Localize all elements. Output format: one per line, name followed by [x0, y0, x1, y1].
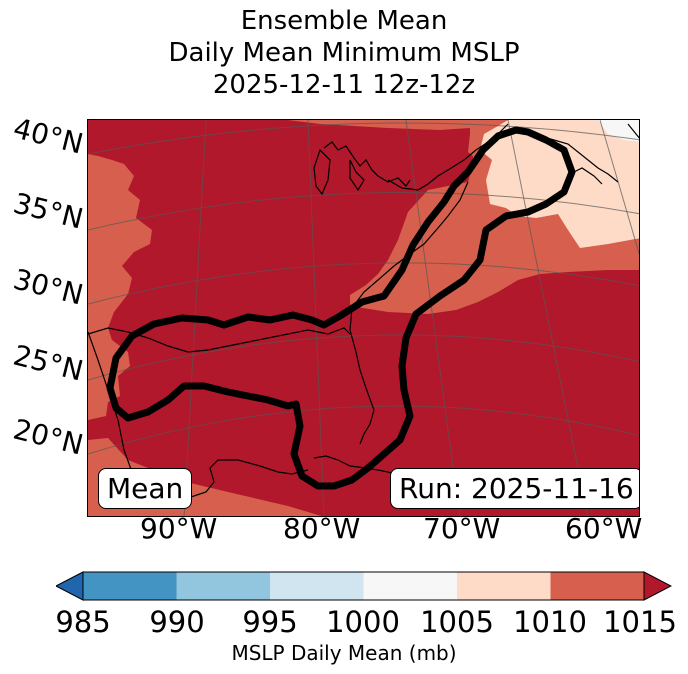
mean-label: Mean [98, 468, 193, 509]
lon-label-90w: 90°W [140, 512, 218, 545]
colorbar-tick-995: 995 [242, 605, 298, 639]
map-svg [88, 120, 639, 516]
title-line-1: Ensemble Mean [240, 6, 448, 36]
lon-label-80w: 80°W [283, 512, 361, 545]
colorbar-extend-high [643, 571, 672, 601]
colorbar-bin-985-990 [83, 572, 177, 600]
contour-line [106, 126, 576, 490]
colorbar-tick-1000: 1000 [326, 605, 400, 639]
graticule [88, 120, 639, 516]
colorbar-bin-1010-1015 [550, 572, 644, 600]
colorbar-bin-995-1000 [270, 572, 364, 600]
colorbar [56, 571, 672, 601]
title-line-2: Daily Mean Minimum MSLP [168, 38, 520, 68]
colorbar-tick-1015: 1015 [603, 605, 677, 639]
colorbar-outline [82, 571, 645, 601]
colorbar-tick-990: 990 [149, 605, 205, 639]
run-date-label: Run: 2025-11-16 [390, 468, 639, 509]
field-1015-core [88, 120, 639, 516]
lat-label-20n: 20°N [10, 412, 87, 462]
colorbar-tick-985: 985 [55, 605, 111, 639]
colorbar-tick-1005: 1005 [420, 605, 494, 639]
lat-label-35n: 35°N [10, 186, 87, 236]
colorbar-tick-1010: 1010 [513, 605, 587, 639]
title-line-3: 2025-12-11 12z-12z [212, 70, 476, 100]
lat-label-30n: 30°N [10, 262, 87, 312]
colorbar-bin-990-995 [176, 572, 270, 600]
lat-label-25n: 25°N [10, 338, 87, 388]
colorbar-label: MSLP Daily Mean (mb) [231, 641, 457, 665]
lon-label-60w: 60°W [565, 512, 643, 545]
colorbar-extend-low [56, 571, 84, 601]
lat-label-40n: 40°N [10, 111, 87, 161]
colorbar-bin-1005-1010 [457, 572, 551, 600]
lon-label-70w: 70°W [423, 512, 501, 545]
map-panel: Mean Run: 2025-11-16 [87, 119, 640, 517]
colorbar-bin-1000-1005 [363, 572, 457, 600]
